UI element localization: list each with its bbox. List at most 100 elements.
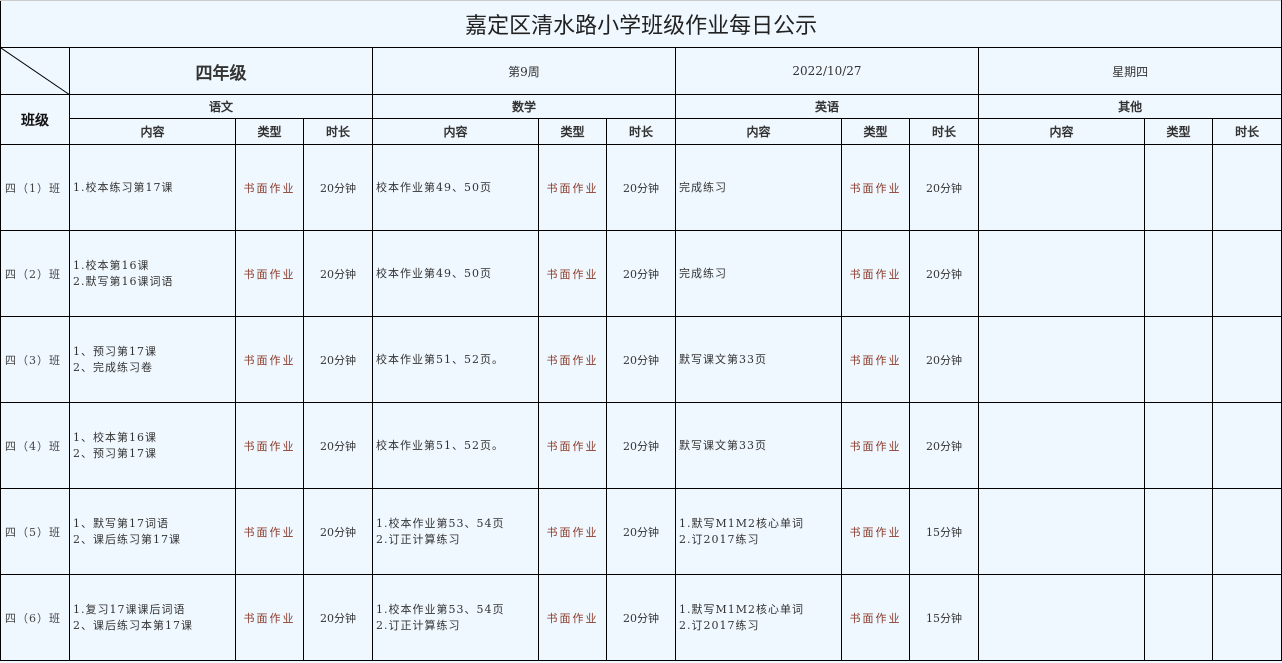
other-empty-cell [978, 402, 1145, 489]
english-type: 书面作业 [841, 574, 910, 661]
math-type: 书面作业 [538, 316, 607, 403]
english-content: 默写课文第33页 [675, 316, 842, 403]
subheader-type: 类型 [235, 118, 304, 145]
english-dur: 20分钟 [909, 316, 979, 403]
math-content: 1.校本作业第53、54页 2.订正计算练习 [372, 574, 539, 661]
other-empty-cell [978, 144, 1145, 231]
table-row: 四（3）班 1、预习第17课 2、完成练习卷 书面作业 20分钟 校本作业第51、52页… [0, 316, 1282, 403]
class-name: 四（6）班 [0, 574, 70, 661]
other-empty-cell [1144, 402, 1213, 489]
other-empty-cell [1211, 574, 1282, 661]
math-type: 书面作业 [538, 402, 607, 489]
chinese-type: 书面作业 [235, 144, 304, 231]
other-empty-cell [978, 488, 1145, 575]
math-dur: 20分钟 [606, 316, 676, 403]
other-empty-cell [1144, 488, 1213, 575]
subject-math: 数学 [372, 94, 676, 119]
english-type: 书面作业 [841, 488, 910, 575]
subject-english: 英语 [675, 94, 979, 119]
other-empty-cell [1211, 488, 1282, 575]
subject-other: 其他 [977, 94, 1282, 119]
chinese-content: 1.校本练习第17课 [69, 144, 236, 231]
math-content: 校本作业第51、52页。 [372, 402, 539, 489]
english-content: 1.默写M1M2核心单词 2.订2017练习 [675, 488, 842, 575]
english-dur: 15分钟 [909, 574, 979, 661]
other-empty-cell [1144, 574, 1213, 661]
english-dur: 20分钟 [909, 402, 979, 489]
subheader-duration: 时长 [303, 118, 373, 145]
other-empty-cell [1144, 316, 1213, 403]
table-row: 四（2）班 1.校本第16课 2.默写第16课词语 书面作业 20分钟 校本作业第49、… [0, 230, 1282, 317]
english-content: 1.默写M1M2核心单词 2.订2017练习 [675, 574, 842, 661]
english-type: 书面作业 [841, 402, 910, 489]
subheader-content: 内容 [675, 118, 842, 145]
chinese-content: 1、校本第16课 2、预习第17课 [69, 402, 236, 489]
english-dur: 20分钟 [909, 230, 979, 317]
chinese-content: 1、默写第17词语 2、课后练习第17课 [69, 488, 236, 575]
chinese-dur: 20分钟 [303, 574, 373, 661]
subheader-type: 类型 [538, 118, 607, 145]
week: 第9周 [372, 47, 676, 95]
math-type: 书面作业 [538, 574, 607, 661]
subheader-duration: 时长 [606, 118, 676, 145]
chinese-content: 1.复习17课课后词语 2、课后练习本第17课 [69, 574, 236, 661]
date: 2022/10/27 [675, 47, 979, 95]
math-content: 校本作业第49、50页 [372, 230, 539, 317]
other-empty-cell [978, 574, 1145, 661]
subheader-type: 类型 [841, 118, 910, 145]
english-dur: 20分钟 [909, 144, 979, 231]
math-dur: 20分钟 [606, 230, 676, 317]
chinese-dur: 20分钟 [303, 230, 373, 317]
math-type: 书面作业 [538, 230, 607, 317]
math-dur: 20分钟 [606, 402, 676, 489]
subheader-content: 内容 [69, 118, 236, 145]
class-header: 班级 [0, 94, 70, 145]
page-title: 嘉定区清水路小学班级作业每日公示 [0, 0, 1282, 48]
math-type: 书面作业 [538, 488, 607, 575]
other-empty-cell [1144, 144, 1213, 231]
class-name: 四（2）班 [0, 230, 70, 317]
other-empty-cell [1211, 144, 1282, 231]
table-row: 四（4）班 1、校本第16课 2、预习第17课 书面作业 20分钟 校本作业第51、52… [0, 402, 1282, 489]
english-content: 完成练习 [675, 144, 842, 231]
chinese-content: 1、预习第17课 2、完成练习卷 [69, 316, 236, 403]
chinese-dur: 20分钟 [303, 402, 373, 489]
subheader-duration: 时长 [1211, 118, 1282, 145]
table-row: 四（6）班 1.复习17课课后词语 2、课后练习本第17课 书面作业 20分钟 1.校本… [0, 574, 1282, 661]
chinese-type: 书面作业 [235, 316, 304, 403]
other-empty-cell [1211, 230, 1282, 317]
chinese-type: 书面作业 [235, 402, 304, 489]
chinese-type: 书面作业 [235, 230, 304, 317]
english-type: 书面作业 [841, 144, 910, 231]
math-content: 校本作业第49、50页 [372, 144, 539, 231]
other-empty-cell [978, 316, 1145, 403]
grade: 四年级 [69, 47, 373, 95]
subject-chinese: 语文 [69, 94, 373, 119]
math-content: 校本作业第51、52页。 [372, 316, 539, 403]
math-dur: 20分钟 [606, 488, 676, 575]
chinese-dur: 20分钟 [303, 488, 373, 575]
english-content: 默写课文第33页 [675, 402, 842, 489]
subheader-type: 类型 [1144, 118, 1213, 145]
class-name: 四（5）班 [0, 488, 70, 575]
chinese-content: 1.校本第16课 2.默写第16课词语 [69, 230, 236, 317]
math-dur: 20分钟 [606, 574, 676, 661]
chinese-type: 书面作业 [235, 488, 304, 575]
math-dur: 20分钟 [606, 144, 676, 231]
other-empty-cell [1211, 402, 1282, 489]
other-empty-cell [978, 230, 1145, 317]
subheader-content: 内容 [372, 118, 539, 145]
table-row: 四（1）班 1.校本练习第17课 书面作业 20分钟 校本作业第49、50页 书面作业 20… [0, 144, 1282, 231]
english-type: 书面作业 [841, 316, 910, 403]
math-type: 书面作业 [538, 144, 607, 231]
english-type: 书面作业 [841, 230, 910, 317]
chinese-type: 书面作业 [235, 574, 304, 661]
diagonal-header-cell [0, 47, 70, 95]
class-name: 四（1）班 [0, 144, 70, 231]
chinese-dur: 20分钟 [303, 144, 373, 231]
class-name: 四（3）班 [0, 316, 70, 403]
chinese-dur: 20分钟 [303, 316, 373, 403]
table-row: 四（5）班 1、默写第17词语 2、课后练习第17课 书面作业 20分钟 1.校本作业第… [0, 488, 1282, 575]
math-content: 1.校本作业第53、54页 2.订正计算练习 [372, 488, 539, 575]
